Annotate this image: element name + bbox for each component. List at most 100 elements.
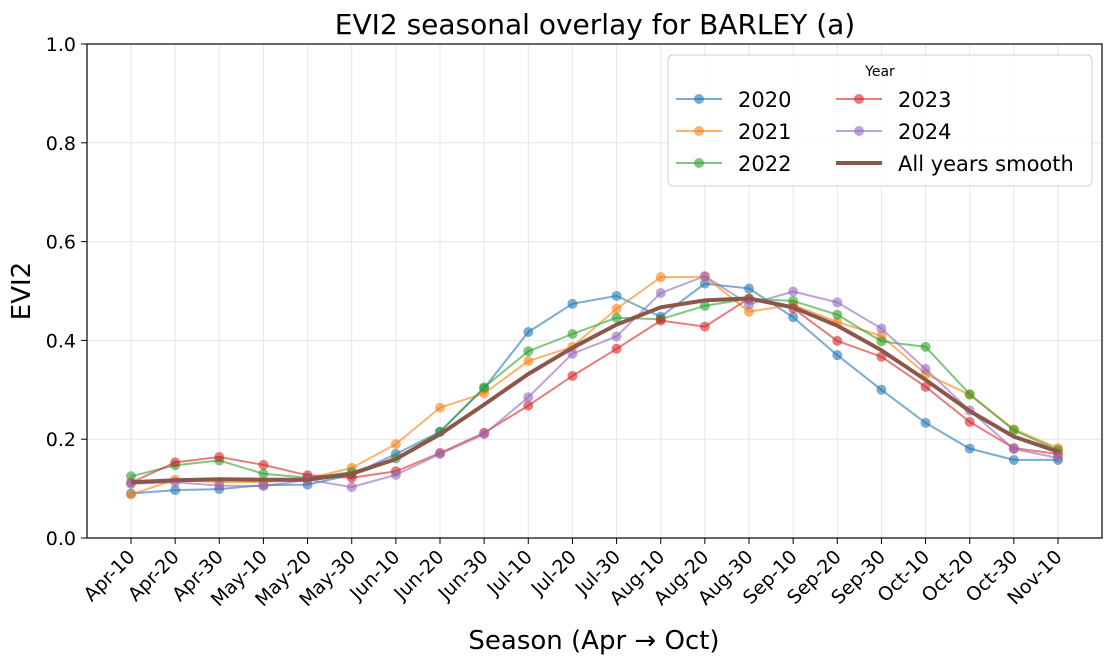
data-point bbox=[832, 309, 843, 320]
legend-marker bbox=[854, 94, 864, 104]
x-axis-title: Season (Apr → Oct) bbox=[468, 626, 719, 656]
data-point bbox=[170, 485, 181, 496]
legend-frame bbox=[667, 54, 1093, 187]
series-all-years-smooth bbox=[130, 296, 1059, 485]
legend-label: 2021 bbox=[738, 120, 791, 144]
legend-label: All years smooth bbox=[898, 152, 1074, 176]
legend-item: 2023 bbox=[836, 88, 951, 112]
legend: Year 2020 2021 2022 2023 2024 All years smoot… bbox=[667, 54, 1093, 187]
data-point bbox=[876, 384, 887, 395]
data-point bbox=[744, 283, 754, 294]
series-line bbox=[130, 282, 1058, 495]
data-point bbox=[170, 457, 181, 468]
data-point bbox=[346, 482, 357, 493]
data-point bbox=[876, 323, 887, 334]
data-point bbox=[523, 356, 534, 367]
data-point bbox=[523, 400, 534, 411]
series-line bbox=[130, 275, 1059, 489]
data-point bbox=[1008, 444, 1019, 455]
data-point bbox=[567, 298, 578, 309]
plot-frame bbox=[86, 43, 1103, 539]
data-point bbox=[523, 346, 534, 357]
data-point bbox=[744, 299, 754, 310]
legend-item: 2020 bbox=[676, 88, 791, 112]
legend-marker bbox=[854, 126, 864, 136]
data-point bbox=[1008, 454, 1019, 465]
data-point bbox=[788, 295, 799, 306]
data-point bbox=[655, 272, 666, 283]
data-point bbox=[390, 469, 401, 480]
data-point bbox=[832, 297, 843, 308]
series-line bbox=[130, 297, 1059, 484]
data-point bbox=[390, 439, 401, 450]
data-point bbox=[214, 451, 225, 462]
data-point bbox=[214, 480, 225, 491]
data-point bbox=[567, 328, 578, 339]
data-point bbox=[655, 287, 666, 298]
y-tick-label: 0.4 bbox=[46, 330, 76, 352]
legend-label: 2022 bbox=[738, 152, 791, 176]
series-2024 bbox=[126, 271, 1063, 493]
legend-label: 2023 bbox=[898, 88, 951, 112]
x-tick-label: Jun-20 bbox=[389, 546, 448, 605]
data-point bbox=[567, 370, 578, 381]
series-2023 bbox=[126, 293, 1063, 488]
series-layer bbox=[126, 271, 1063, 500]
data-point bbox=[920, 417, 931, 428]
data-point bbox=[699, 321, 710, 332]
legend-item: 2024 bbox=[836, 120, 951, 144]
data-point bbox=[435, 449, 445, 460]
legend-title: Year bbox=[864, 64, 895, 80]
data-point bbox=[744, 306, 754, 317]
series-line bbox=[130, 296, 1059, 485]
data-point bbox=[920, 341, 931, 352]
data-point bbox=[964, 389, 975, 400]
legend-label: 2020 bbox=[738, 88, 791, 112]
y-tick-label: 0.6 bbox=[46, 232, 76, 254]
data-point bbox=[479, 429, 490, 440]
legend-item: 2021 bbox=[676, 120, 791, 144]
data-point bbox=[258, 468, 269, 479]
y-tick-label: 0.8 bbox=[46, 133, 76, 155]
chart-title: EVI2 seasonal overlay for BARLEY (a) bbox=[335, 8, 855, 41]
data-point bbox=[699, 300, 710, 311]
x-tick-label: Jun-30 bbox=[433, 546, 492, 605]
data-point bbox=[920, 364, 931, 375]
series-line bbox=[130, 297, 1059, 479]
data-point bbox=[655, 315, 666, 326]
data-point bbox=[832, 335, 843, 346]
data-point bbox=[611, 290, 622, 301]
data-point bbox=[699, 278, 710, 289]
data-point bbox=[964, 443, 975, 454]
data-point bbox=[611, 303, 622, 314]
legend-marker bbox=[694, 94, 704, 104]
y-axis-title: EVI2 bbox=[7, 262, 37, 320]
data-point bbox=[611, 343, 622, 354]
data-point bbox=[920, 381, 931, 392]
y-tick-label: 0.2 bbox=[46, 429, 76, 451]
x-tick-label: Jul-10 bbox=[482, 546, 536, 600]
legend-item: 2022 bbox=[676, 152, 791, 176]
y-tick-label: 1.0 bbox=[46, 34, 76, 56]
data-point bbox=[479, 382, 490, 393]
data-point bbox=[611, 312, 622, 323]
data-point bbox=[435, 402, 445, 413]
data-point bbox=[1008, 425, 1019, 436]
data-point bbox=[788, 312, 799, 323]
legend-label: 2024 bbox=[898, 120, 951, 144]
legend-item: All years smooth bbox=[836, 152, 1074, 176]
legend-marker bbox=[694, 126, 704, 136]
data-point bbox=[788, 286, 799, 297]
data-point bbox=[1053, 452, 1063, 463]
data-point bbox=[964, 416, 975, 427]
legend-marker bbox=[694, 158, 704, 168]
data-point bbox=[258, 481, 269, 492]
data-point bbox=[699, 271, 710, 282]
data-point bbox=[126, 489, 136, 500]
x-tick-label: Jul-20 bbox=[527, 546, 581, 600]
series-line bbox=[130, 275, 1059, 496]
data-point bbox=[523, 327, 534, 338]
data-point bbox=[523, 392, 534, 403]
data-point bbox=[876, 336, 887, 347]
